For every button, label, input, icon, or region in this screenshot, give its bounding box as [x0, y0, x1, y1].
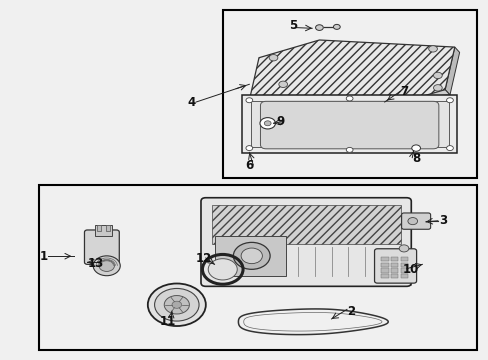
Bar: [215, 236, 285, 276]
Text: 13: 13: [87, 257, 103, 270]
Bar: [400, 274, 407, 278]
Text: 6: 6: [244, 159, 253, 172]
Bar: [400, 257, 407, 261]
Circle shape: [164, 296, 189, 314]
Polygon shape: [444, 47, 459, 95]
Text: 1: 1: [40, 250, 48, 263]
Text: 7: 7: [399, 85, 407, 98]
Polygon shape: [249, 40, 454, 107]
Circle shape: [433, 85, 441, 91]
Bar: [105, 225, 109, 231]
Bar: [381, 257, 388, 261]
Bar: [381, 262, 388, 267]
Circle shape: [245, 98, 252, 103]
FancyBboxPatch shape: [84, 230, 119, 264]
Bar: [242, 95, 456, 153]
Circle shape: [233, 242, 269, 269]
Polygon shape: [249, 90, 449, 105]
FancyBboxPatch shape: [260, 101, 438, 149]
Circle shape: [264, 121, 270, 126]
Bar: [211, 205, 411, 286]
Circle shape: [241, 248, 262, 264]
Bar: [223, 10, 476, 178]
Circle shape: [446, 145, 452, 150]
Text: 2: 2: [346, 305, 354, 318]
Text: 5: 5: [288, 19, 296, 32]
Bar: [400, 268, 407, 273]
Text: 11: 11: [160, 315, 176, 328]
Circle shape: [260, 118, 275, 129]
Bar: [39, 185, 476, 350]
Bar: [390, 268, 397, 273]
Circle shape: [333, 24, 340, 30]
Circle shape: [268, 54, 277, 61]
Text: 9: 9: [276, 115, 285, 128]
Circle shape: [411, 145, 420, 151]
Text: 8: 8: [411, 152, 419, 165]
Circle shape: [428, 46, 436, 52]
Circle shape: [407, 217, 417, 225]
Circle shape: [208, 259, 237, 280]
Bar: [400, 262, 407, 267]
Circle shape: [346, 147, 352, 152]
Bar: [250, 101, 447, 147]
Circle shape: [278, 81, 287, 87]
Text: 3: 3: [439, 214, 447, 227]
Circle shape: [446, 98, 452, 103]
Text: 10: 10: [402, 263, 419, 276]
Circle shape: [154, 288, 199, 321]
Bar: [381, 274, 388, 278]
Bar: [97, 225, 101, 231]
Text: 12: 12: [195, 252, 211, 265]
Circle shape: [315, 25, 323, 31]
Circle shape: [346, 96, 352, 101]
Circle shape: [172, 301, 181, 308]
Text: 4: 4: [187, 95, 195, 108]
FancyBboxPatch shape: [201, 198, 410, 286]
Circle shape: [147, 283, 205, 326]
Bar: [390, 262, 397, 267]
Bar: [211, 204, 400, 244]
Bar: [390, 274, 397, 278]
Circle shape: [99, 260, 114, 271]
FancyBboxPatch shape: [401, 213, 430, 229]
Circle shape: [93, 256, 120, 276]
Bar: [95, 225, 111, 236]
Bar: [381, 268, 388, 273]
Bar: [390, 257, 397, 261]
Circle shape: [245, 145, 252, 150]
Circle shape: [398, 245, 408, 252]
FancyBboxPatch shape: [374, 249, 416, 283]
Circle shape: [433, 72, 441, 78]
